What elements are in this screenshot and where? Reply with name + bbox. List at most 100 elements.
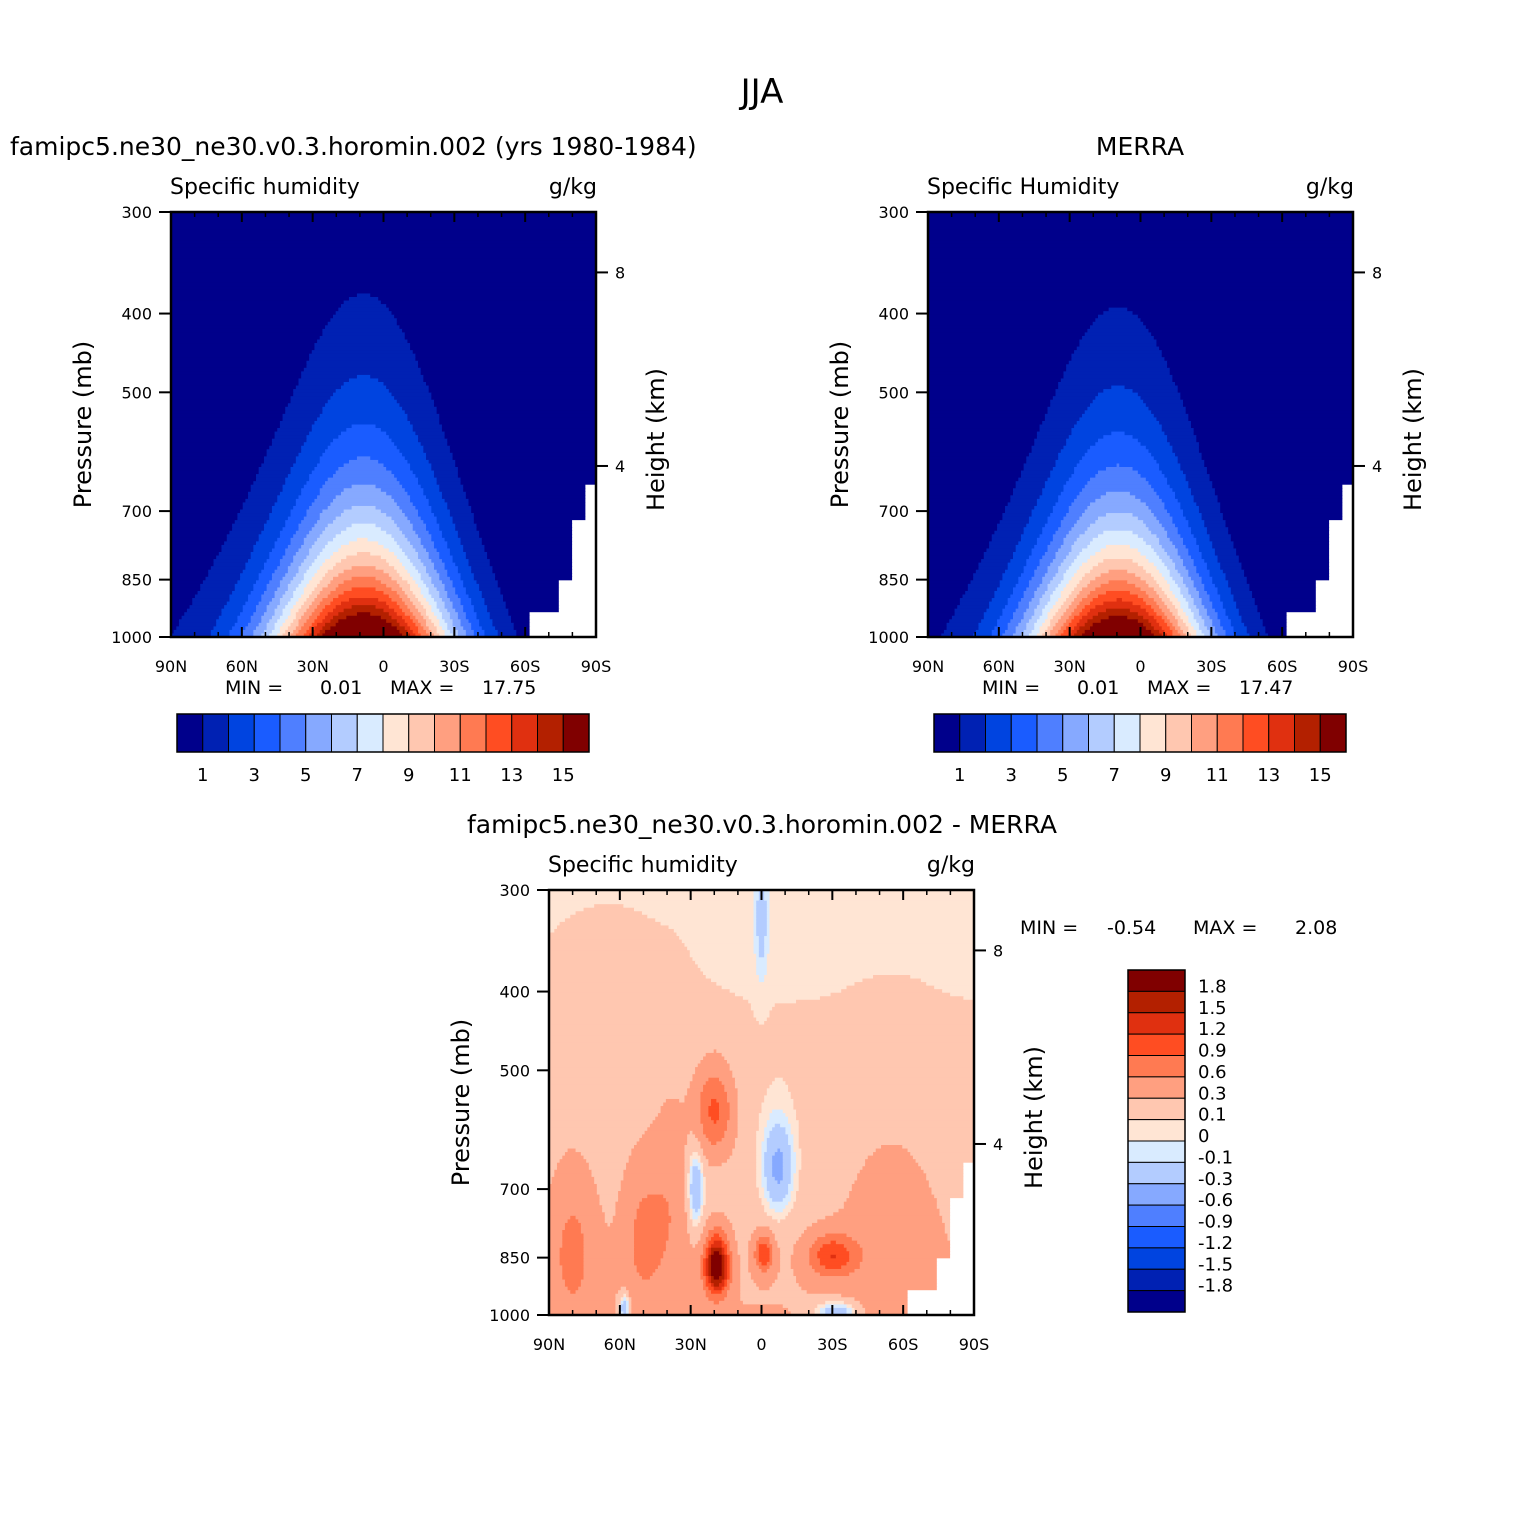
- contour-cell: [700, 1201, 704, 1206]
- contour-cell: [1188, 413, 1353, 419]
- contour-cell: [697, 1152, 704, 1157]
- contour-cell: [1183, 608, 1192, 613]
- contour-cell: [936, 1272, 974, 1277]
- contour-cell: [1167, 566, 1176, 571]
- contour-cell: [1190, 424, 1353, 429]
- contour-cell: [766, 925, 771, 930]
- contour-cell: [1329, 576, 1353, 581]
- contour-cell: [330, 601, 342, 606]
- contour-cell: [1143, 399, 1184, 404]
- contour-cell: [1188, 481, 1213, 486]
- contour-cell: [1034, 505, 1054, 511]
- contour-cell: [1151, 509, 1168, 514]
- contour-cell: [242, 629, 254, 635]
- contour-cell: [713, 1300, 720, 1305]
- contour-cell: [965, 590, 996, 596]
- contour-cell: [314, 541, 329, 546]
- contour-cell: [881, 1145, 903, 1150]
- contour-cell: [1042, 491, 1062, 496]
- contour-cell: [947, 1237, 951, 1242]
- contour-cell: [809, 1251, 818, 1256]
- contour-cell: [282, 633, 292, 637]
- contour-cell: [171, 505, 244, 511]
- contour-cell: [970, 580, 1001, 585]
- contour-cell: [375, 587, 393, 592]
- contour-cell: [301, 374, 358, 380]
- contour-cell: [700, 1180, 704, 1185]
- contour-cell: [703, 1123, 728, 1128]
- contour-cell: [171, 286, 596, 291]
- contour-cell: [793, 1106, 974, 1111]
- contour-cell: [433, 566, 446, 571]
- contour-cell: [758, 1237, 771, 1242]
- contour-cell: [1087, 583, 1102, 589]
- contour-cell: [341, 304, 387, 309]
- contour-cell: [639, 1201, 670, 1206]
- panel-model-min-label: MIN =: [225, 677, 283, 699]
- contour-cell: [997, 587, 1014, 592]
- contour-cell: [761, 1159, 765, 1164]
- contour-cell: [793, 1098, 974, 1104]
- contour-cell: [1082, 413, 1155, 419]
- contour-cell: [271, 598, 281, 603]
- contour-cell: [1084, 622, 1094, 627]
- contour-cell: [433, 470, 459, 475]
- contour-cell: [562, 1237, 585, 1242]
- contour-cell: [1050, 619, 1059, 624]
- contour-cell: [402, 587, 411, 592]
- contour-cell: [1095, 396, 1142, 401]
- contour-cell: [171, 243, 596, 249]
- contour-cell: [330, 396, 395, 401]
- contour-cell: [439, 573, 448, 578]
- contour-cell: [708, 1215, 728, 1220]
- contour-cell: [1020, 633, 1030, 637]
- contour-cell: [769, 1265, 781, 1270]
- contour-cell: [1028, 583, 1041, 589]
- contour-cell: [1005, 509, 1033, 514]
- contour-cell: [703, 1169, 757, 1174]
- contour-cell: [295, 459, 321, 465]
- contour-cell: [1028, 516, 1049, 521]
- contour-cell: [391, 598, 403, 603]
- contour-cell: [418, 513, 435, 518]
- contour-cell: [479, 619, 494, 624]
- panel-diff-max-value: 2.08: [1295, 917, 1337, 939]
- contour-cell: [849, 1254, 864, 1259]
- contour-cell: [1217, 615, 1229, 620]
- contour-cell: [756, 900, 768, 905]
- contour-cell: [549, 1180, 553, 1185]
- contour-cell: [388, 389, 430, 394]
- contour-cell: [928, 346, 1078, 351]
- panel-diff-subtitle-left: Specific humidity: [548, 853, 738, 878]
- contour-cell: [928, 371, 1065, 376]
- contour-cell: [1175, 382, 1353, 387]
- contour-cell: [1098, 516, 1139, 521]
- contour-cell: [1204, 463, 1353, 468]
- contour-cell: [721, 1240, 725, 1245]
- contour-cell: [1015, 583, 1030, 589]
- contour-cell: [928, 626, 948, 631]
- contour-cell: [790, 1180, 794, 1185]
- contour-cell: [1342, 513, 1353, 518]
- contour-cell: [1185, 544, 1200, 550]
- contour-cell: [171, 527, 233, 532]
- contour-cell: [713, 1251, 720, 1256]
- contour-cell: [1209, 598, 1221, 603]
- contour-cell: [721, 1081, 736, 1086]
- contour-cell: [436, 406, 596, 411]
- contour-cell: [950, 1230, 974, 1235]
- contour-cell: [1161, 559, 1173, 564]
- contour-cell: [915, 1159, 974, 1164]
- contour-cell: [703, 1191, 707, 1196]
- contour-cell: [689, 950, 755, 955]
- contour-cell: [253, 548, 273, 553]
- contour-cell: [973, 576, 1003, 581]
- contour-cell: [1286, 626, 1353, 631]
- contour-cell: [1034, 438, 1067, 443]
- contour-cell: [287, 544, 302, 550]
- contour-cell: [325, 449, 401, 454]
- contour-cell: [668, 1226, 688, 1231]
- contour-cell: [994, 626, 1009, 631]
- contour-cell: [301, 580, 310, 585]
- contour-cell: [335, 605, 353, 610]
